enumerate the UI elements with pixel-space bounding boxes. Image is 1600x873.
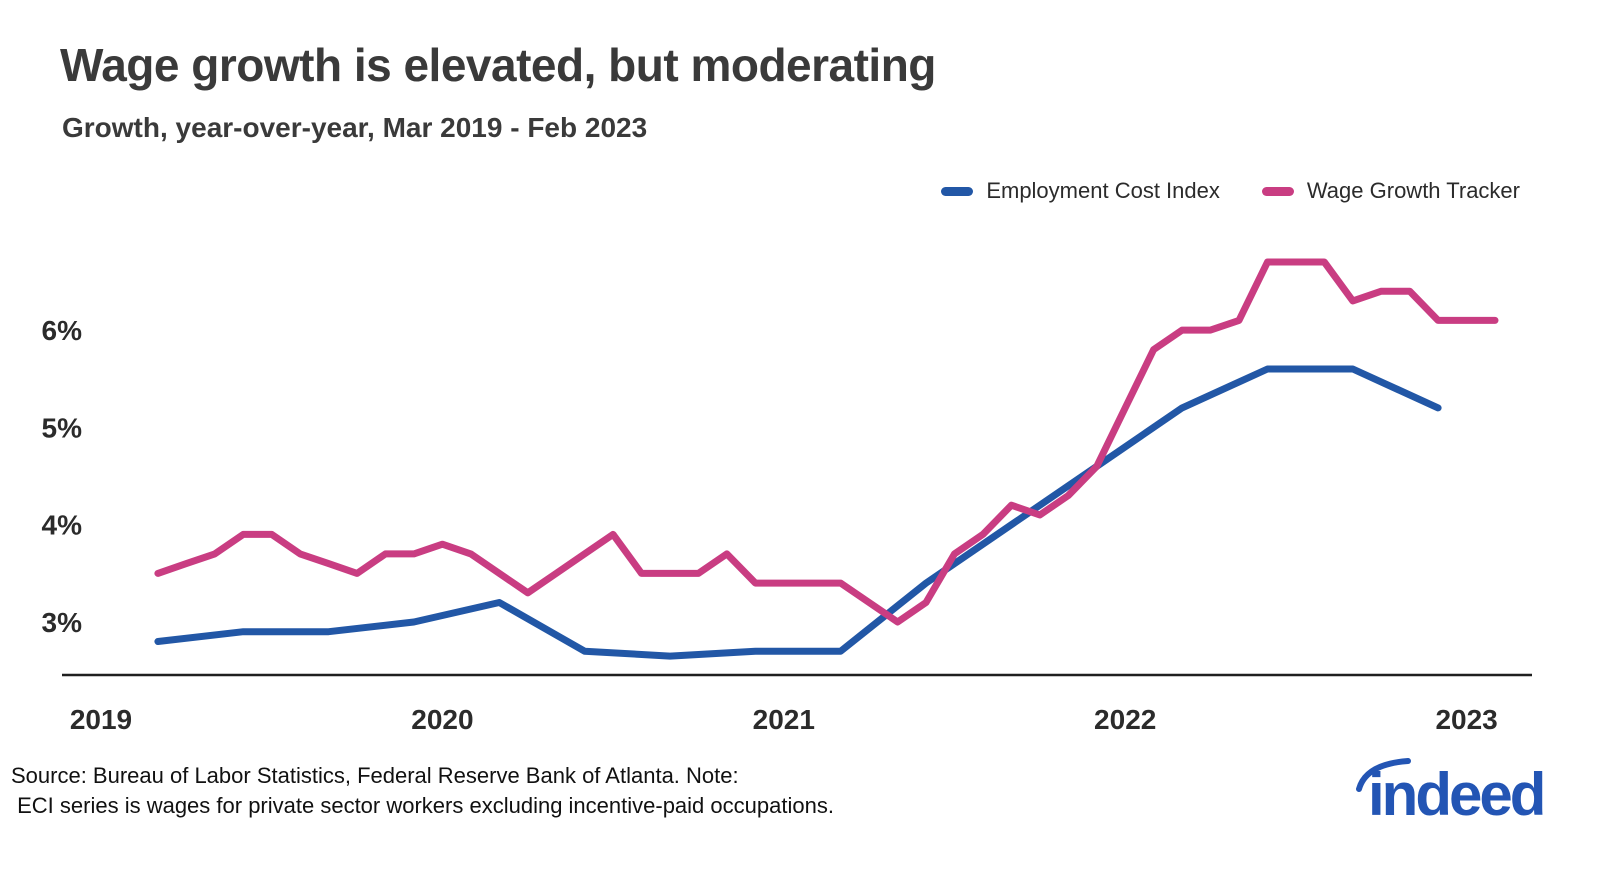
x-tick-label: 2019: [70, 704, 132, 735]
y-tick-label: 4%: [42, 510, 83, 541]
x-tick-label: 2021: [753, 704, 815, 735]
series-line-wgt: [154, 258, 1499, 626]
x-tick-label: 2023: [1435, 704, 1497, 735]
wgt-swatch-icon: [1261, 186, 1294, 196]
chart-canvas: 3% 4% 5% 6% 2019 2020 2021 2022 2023: [42, 258, 1532, 735]
logo-text: indeed: [1368, 761, 1546, 828]
indeed-logo: indeed: [1356, 758, 1546, 829]
legend-label-wgt: Wage Growth Tracker: [1306, 178, 1520, 203]
x-tick-label: 2020: [411, 704, 473, 735]
y-tick-label: 3%: [42, 607, 83, 638]
chart-title: Wage growth is elevated, but moderating: [60, 39, 936, 91]
y-tick-label: 5%: [42, 412, 83, 443]
legend-label-eci: Employment Cost Index: [986, 178, 1220, 203]
x-tick-label: 2022: [1094, 704, 1156, 735]
legend: Employment Cost Index Wage Growth Tracke…: [941, 178, 1520, 204]
legend-item-wgt: Wage Growth Tracker: [1261, 178, 1520, 204]
source-line-2: ECI series is wages for private sector w…: [11, 793, 834, 818]
logo-swoosh-icon: [1356, 758, 1411, 792]
source-line-1: Source: Bureau of Labor Statistics, Fede…: [11, 763, 739, 788]
eci-swatch-icon: [941, 186, 974, 196]
source-note: Source: Bureau of Labor Statistics, Fede…: [11, 761, 834, 821]
series-line-eci: [154, 365, 1442, 660]
logo-swoosh-path: [1356, 758, 1411, 792]
y-tick-label: 6%: [42, 315, 83, 346]
chart-subtitle: Growth, year-over-year, Mar 2019 - Feb 2…: [62, 112, 648, 143]
legend-item-eci: Employment Cost Index: [941, 178, 1220, 204]
